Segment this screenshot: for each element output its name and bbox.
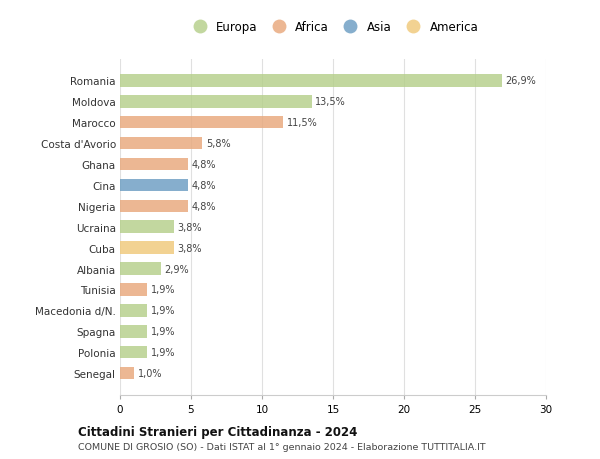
- Bar: [120, 96, 312, 108]
- Bar: [120, 304, 147, 317]
- Text: 3,8%: 3,8%: [178, 222, 202, 232]
- Text: Cittadini Stranieri per Cittadinanza - 2024: Cittadini Stranieri per Cittadinanza - 2…: [78, 425, 358, 438]
- Bar: [120, 263, 161, 275]
- Text: 4,8%: 4,8%: [192, 180, 216, 190]
- Text: 3,8%: 3,8%: [178, 243, 202, 253]
- Bar: [120, 346, 147, 358]
- Text: 2,9%: 2,9%: [165, 264, 190, 274]
- Text: 4,8%: 4,8%: [192, 160, 216, 170]
- Bar: [120, 367, 134, 380]
- Legend: Europa, Africa, Asia, America: Europa, Africa, Asia, America: [185, 19, 481, 36]
- Bar: [120, 325, 147, 338]
- Text: 13,5%: 13,5%: [315, 97, 346, 107]
- Bar: [120, 221, 174, 234]
- Bar: [120, 179, 188, 192]
- Text: 1,9%: 1,9%: [151, 326, 175, 336]
- Text: COMUNE DI GROSIO (SO) - Dati ISTAT al 1° gennaio 2024 - Elaborazione TUTTITALIA.: COMUNE DI GROSIO (SO) - Dati ISTAT al 1°…: [78, 442, 485, 451]
- Text: 1,0%: 1,0%: [138, 368, 162, 378]
- Text: 26,9%: 26,9%: [506, 76, 536, 86]
- Text: 11,5%: 11,5%: [287, 118, 317, 128]
- Bar: [120, 200, 188, 213]
- Text: 1,9%: 1,9%: [151, 347, 175, 358]
- Bar: [120, 158, 188, 171]
- Text: 5,8%: 5,8%: [206, 139, 230, 149]
- Text: 4,8%: 4,8%: [192, 202, 216, 211]
- Bar: [120, 242, 174, 254]
- Text: 1,9%: 1,9%: [151, 306, 175, 316]
- Text: 1,9%: 1,9%: [151, 285, 175, 295]
- Bar: [120, 117, 283, 129]
- Bar: [120, 75, 502, 87]
- Bar: [120, 284, 147, 296]
- Bar: [120, 138, 202, 150]
